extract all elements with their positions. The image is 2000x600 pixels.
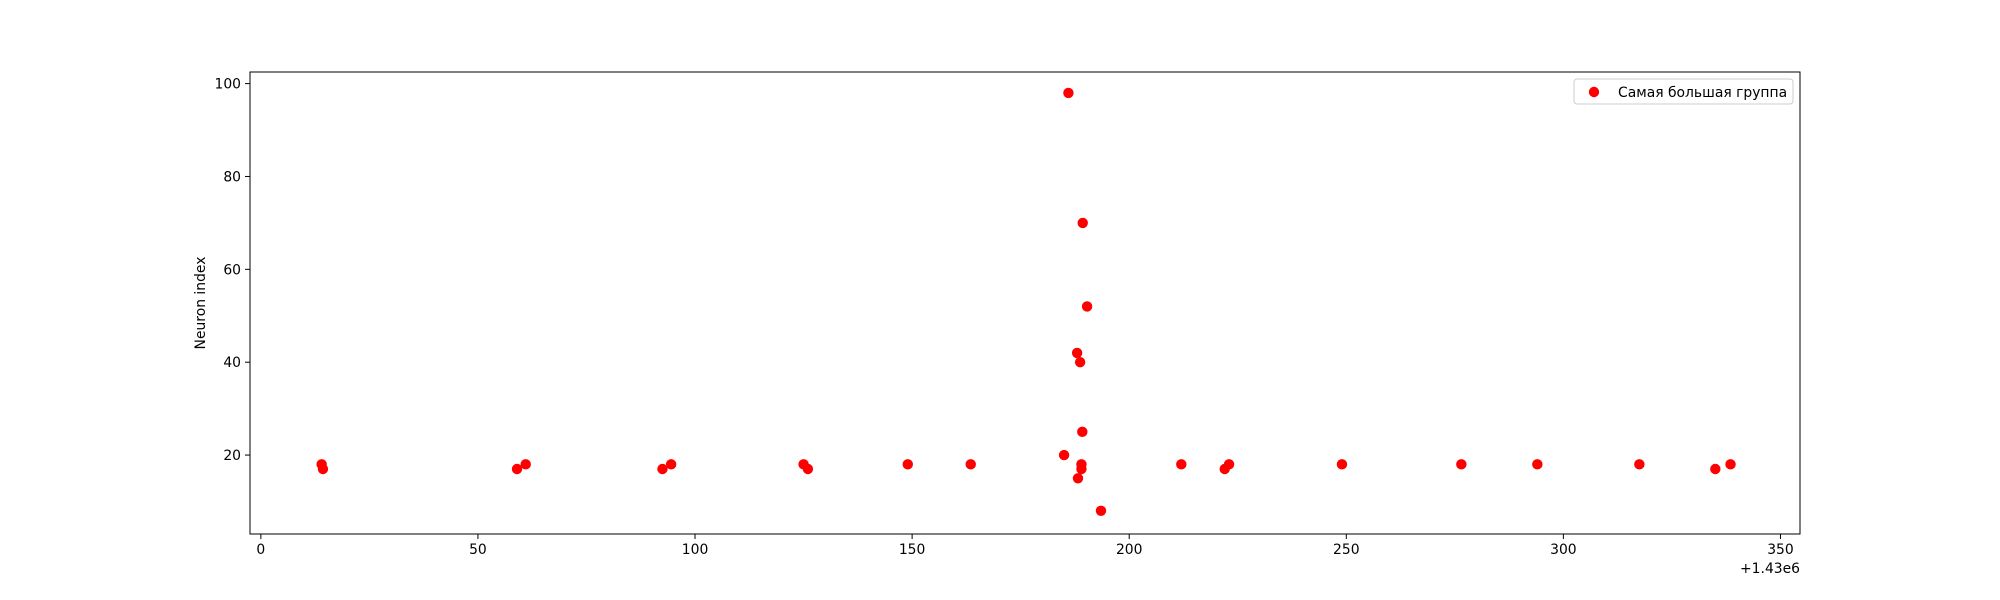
data-point (965, 459, 976, 470)
data-point (511, 463, 523, 475)
legend-marker (1588, 86, 1600, 98)
data-point (1176, 459, 1187, 470)
x-tick-label: 300 (1550, 542, 1577, 558)
data-point (1725, 459, 1736, 470)
plot-area (250, 72, 1800, 534)
legend: Самая большая группа (1573, 78, 1794, 105)
y-tick-label: 60 (223, 262, 241, 278)
data-point (657, 463, 668, 475)
data-point (1058, 449, 1070, 461)
data-point (1076, 463, 1087, 475)
data-points (316, 87, 1736, 516)
legend-entry-label: Самая большая группа (1618, 85, 1787, 101)
x-axis-ticks: 0 50 100 150 200 250 300 350 (256, 534, 1794, 558)
plot-frame (249, 71, 1801, 535)
data-point (1456, 459, 1467, 470)
data-point (1063, 87, 1074, 99)
data-point (1532, 459, 1543, 470)
x-tick-label: 100 (682, 542, 709, 558)
data-point (902, 459, 913, 470)
y-axis-ticks: 20 40 60 80 100 (214, 77, 250, 464)
x-tick-label: 150 (899, 542, 926, 558)
x-tick-label: 50 (469, 542, 487, 558)
data-point (1074, 357, 1086, 368)
y-tick-label: 20 (223, 448, 241, 464)
data-point (1081, 301, 1093, 312)
y-tick-label: 40 (223, 355, 241, 371)
data-point (1710, 463, 1721, 475)
data-point (1077, 426, 1088, 438)
x-tick-label: 250 (1333, 542, 1360, 558)
data-point (1223, 459, 1235, 470)
x-axis-offset-label: +1.43e6 (1740, 561, 1800, 577)
data-point (520, 459, 531, 470)
data-point (1071, 347, 1083, 359)
y-axis-label: Neuron index (193, 257, 209, 350)
data-point (1095, 505, 1107, 516)
x-tick-label: 350 (1767, 542, 1794, 558)
x-tick-label: 200 (1116, 542, 1143, 558)
data-point (1634, 459, 1645, 470)
data-point (665, 459, 677, 470)
data-point (1072, 473, 1084, 484)
data-point (802, 463, 814, 475)
data-point (1077, 217, 1088, 229)
legend-box (1573, 78, 1794, 105)
y-tick-label: 80 (223, 169, 241, 185)
data-point (317, 463, 329, 475)
x-tick-label: 0 (256, 542, 265, 558)
y-tick-label: 100 (214, 77, 241, 93)
data-point (1336, 459, 1348, 470)
